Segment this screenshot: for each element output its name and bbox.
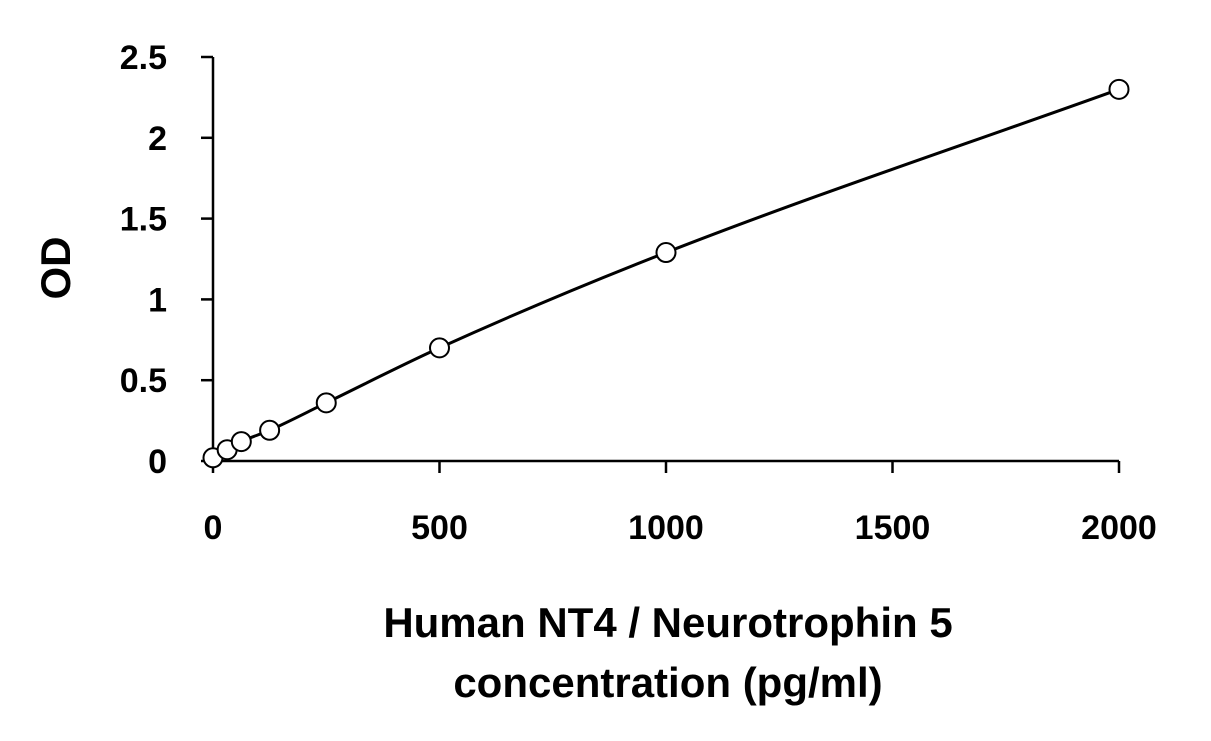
y-ticks: 0 0.5 1 1.5 2 2.5 [120,39,213,481]
x-tick-label: 0 [204,509,223,547]
x-tick-label: 500 [411,509,468,547]
x-tick-label: 1500 [855,509,931,547]
y-tick-label: 0.5 [120,362,167,400]
data-point [429,337,450,359]
data-point [1108,78,1130,100]
y-tick-label: 0 [148,443,167,481]
data-points [202,78,1130,469]
y-tick-label: 1.5 [120,201,167,239]
fit-curve-line [212,87,1120,460]
x-axis-title-line-1: Human NT4 / Neurotrophin 5 [383,599,952,646]
x-axis-title-line-2: concentration (pg/ml) [453,659,882,706]
data-point [315,392,337,414]
data-point [259,419,281,441]
x-tick-label: 1000 [628,509,704,547]
y-tick-label: 2.5 [120,39,167,77]
y-tick-label: 2 [148,120,167,158]
data-point [655,242,677,264]
data-point [230,431,252,453]
x-tick-label: 2000 [1081,509,1157,547]
y-tick-label: 1 [148,281,167,319]
y-axis-title: OD [32,237,79,300]
x-ticks: 0 500 1000 1500 2000 [204,461,1157,547]
